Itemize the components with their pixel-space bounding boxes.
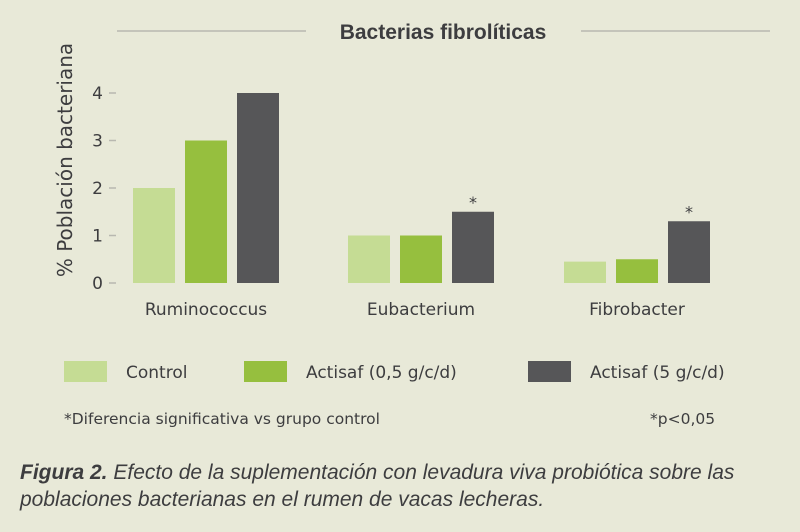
category-label: Ruminococcus <box>145 300 267 320</box>
category-labels: Ruminococcus Eubacterium Fibrobacter <box>145 300 685 320</box>
y-tick-label: 4 <box>92 84 103 104</box>
y-tick-label: 0 <box>92 274 103 294</box>
p-value-note: *p<0,05 <box>650 410 716 428</box>
bar <box>564 261 606 283</box>
category-label: Eubacterium <box>367 300 475 320</box>
bars <box>133 93 710 283</box>
caption-label: Figura 2. <box>20 461 108 484</box>
bar <box>452 211 494 283</box>
legend-label: Actisaf (0,5 g/c/d) <box>306 363 457 383</box>
legend-swatch <box>528 361 571 382</box>
bar <box>616 259 658 283</box>
chart-title: Bacterias fibrolíticas <box>340 21 547 44</box>
bar <box>185 140 227 283</box>
legend-swatch <box>244 361 287 382</box>
y-tick-label: 2 <box>92 179 103 199</box>
figure-caption: Figura 2. Efecto de la suplementación co… <box>20 459 795 513</box>
y-tick-label: 3 <box>92 132 103 152</box>
significance-star: * <box>685 202 693 221</box>
category-label: Fibrobacter <box>589 300 685 320</box>
y-axis-ticks: 0 1 2 3 4 <box>92 84 116 294</box>
legend-swatch <box>64 361 107 382</box>
significance-note: *Diferencia significativa vs grupo contr… <box>64 410 380 428</box>
significance-markers: * * <box>469 193 693 222</box>
bar <box>237 93 279 283</box>
legend: Control Actisaf (0,5 g/c/d) Actisaf (5 g/c… <box>64 361 725 383</box>
chart: Bacterias fibrolíticas % Población bacte… <box>53 21 770 320</box>
significance-star: * <box>469 193 477 212</box>
bar <box>133 188 175 283</box>
bar <box>400 235 442 283</box>
caption-text: Efecto de la suplementación con levadura… <box>20 461 735 511</box>
y-axis-label: % Población bacteriana <box>53 43 77 277</box>
legend-label: Control <box>126 363 187 383</box>
legend-label: Actisaf (5 g/c/d) <box>590 363 725 383</box>
y-tick-label: 1 <box>92 227 103 247</box>
bar <box>668 221 710 283</box>
bar <box>348 235 390 283</box>
